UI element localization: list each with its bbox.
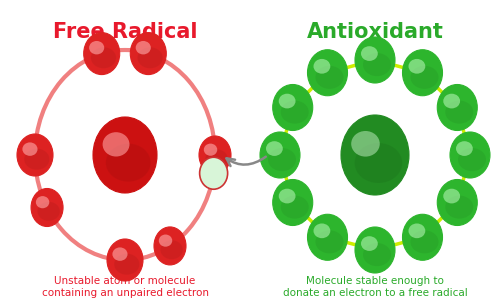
Ellipse shape (410, 66, 438, 89)
Ellipse shape (138, 47, 162, 68)
Ellipse shape (38, 202, 60, 221)
Ellipse shape (206, 149, 228, 168)
Ellipse shape (112, 247, 128, 261)
Ellipse shape (408, 59, 426, 74)
Ellipse shape (402, 50, 442, 96)
Ellipse shape (89, 41, 104, 55)
Ellipse shape (446, 195, 473, 219)
Ellipse shape (450, 132, 490, 178)
Ellipse shape (308, 50, 348, 96)
Ellipse shape (24, 149, 50, 170)
Ellipse shape (260, 132, 300, 178)
Ellipse shape (272, 85, 312, 131)
Ellipse shape (102, 132, 130, 156)
Ellipse shape (84, 32, 120, 74)
Ellipse shape (408, 224, 426, 238)
Ellipse shape (355, 37, 395, 83)
Ellipse shape (280, 101, 308, 124)
Ellipse shape (278, 94, 295, 108)
Text: Molecule stable enough to
donate an electron to a free radical: Molecule stable enough to donate an elec… (282, 276, 468, 298)
Ellipse shape (314, 224, 330, 238)
Ellipse shape (154, 227, 186, 265)
Ellipse shape (130, 32, 166, 74)
Ellipse shape (91, 47, 116, 68)
Ellipse shape (402, 214, 442, 260)
Ellipse shape (363, 53, 391, 76)
Ellipse shape (354, 143, 402, 183)
Ellipse shape (268, 148, 296, 171)
Ellipse shape (93, 117, 157, 193)
Ellipse shape (280, 195, 308, 219)
Ellipse shape (316, 230, 344, 253)
Ellipse shape (361, 46, 378, 61)
Ellipse shape (314, 59, 330, 74)
Ellipse shape (200, 157, 228, 189)
Text: Antioxidant: Antioxidant (306, 22, 444, 42)
Ellipse shape (36, 196, 50, 208)
Ellipse shape (266, 141, 283, 156)
Ellipse shape (363, 243, 391, 266)
Ellipse shape (159, 235, 172, 247)
Ellipse shape (438, 85, 478, 131)
Ellipse shape (341, 115, 409, 195)
Text: Free Radical: Free Radical (53, 22, 197, 42)
Ellipse shape (351, 131, 380, 157)
Ellipse shape (446, 101, 473, 124)
Ellipse shape (456, 141, 473, 156)
Ellipse shape (444, 94, 460, 108)
Ellipse shape (114, 254, 140, 275)
Ellipse shape (106, 144, 150, 181)
Ellipse shape (204, 144, 217, 156)
Ellipse shape (272, 179, 312, 226)
Text: Unstable atom or molecule
containing an unpaired electron: Unstable atom or molecule containing an … (42, 276, 208, 298)
Ellipse shape (361, 236, 378, 251)
Ellipse shape (107, 239, 143, 281)
Ellipse shape (316, 66, 344, 89)
Ellipse shape (160, 240, 183, 259)
Ellipse shape (458, 148, 486, 171)
Ellipse shape (444, 189, 460, 204)
Ellipse shape (438, 179, 478, 226)
Ellipse shape (278, 189, 295, 204)
Ellipse shape (136, 41, 151, 55)
Ellipse shape (17, 134, 53, 176)
Ellipse shape (410, 230, 438, 253)
Ellipse shape (199, 136, 231, 174)
Ellipse shape (22, 142, 38, 156)
Ellipse shape (355, 227, 395, 273)
Ellipse shape (31, 189, 63, 226)
Ellipse shape (308, 214, 348, 260)
